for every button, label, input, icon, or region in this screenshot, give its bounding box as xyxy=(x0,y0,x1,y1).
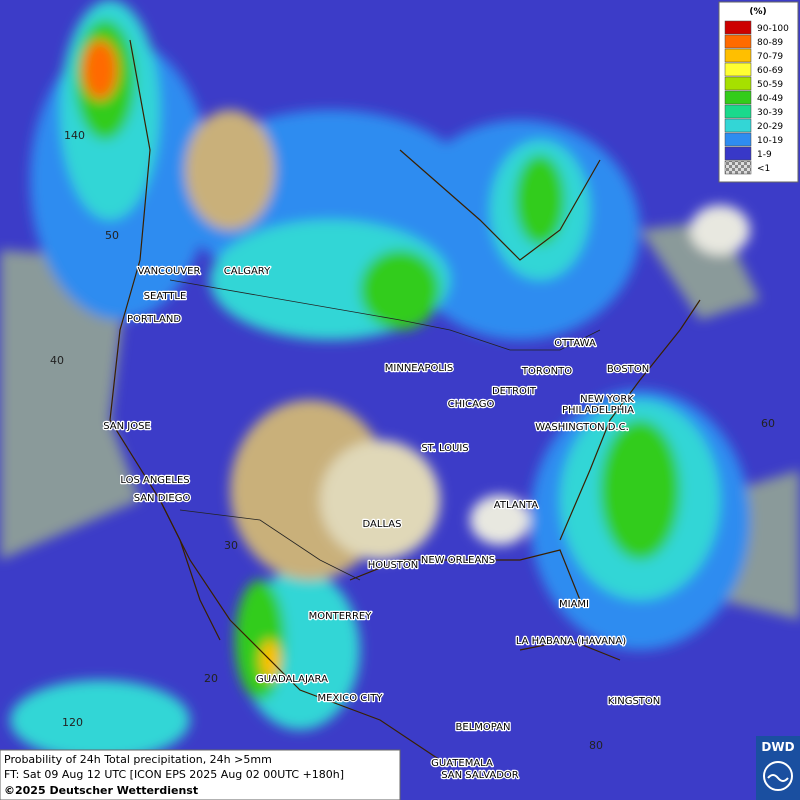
city-label: MINNEAPOLIS xyxy=(385,363,453,374)
legend-label: 70-79 xyxy=(757,52,783,62)
legend-label: 1-9 xyxy=(757,150,772,160)
legend-swatch xyxy=(724,76,752,91)
city-label: DALLAS xyxy=(363,519,402,530)
city-label: MONTERREY xyxy=(309,611,373,622)
city-label: NEW YORK xyxy=(580,394,634,405)
legend-swatch xyxy=(724,118,752,133)
city-label: SAN JOSE xyxy=(103,421,151,432)
footer-box xyxy=(0,749,401,800)
legend-swatch xyxy=(724,20,752,35)
city-label: MIAMI xyxy=(559,599,589,610)
logo: DWD xyxy=(756,736,800,800)
city-label: ST. LOUIS xyxy=(421,443,468,454)
legend-label: <1 xyxy=(757,164,770,174)
legend-label: 20-29 xyxy=(757,122,783,132)
city-label: SAN SALVADOR xyxy=(441,770,518,781)
city-label: NEW ORLEANS xyxy=(421,555,495,566)
logo-icon xyxy=(763,761,793,791)
footer: Probability of 24h Total precipitation, … xyxy=(0,749,401,800)
grid-label: 120 xyxy=(62,716,83,729)
legend-label: 40-49 xyxy=(757,94,783,104)
city-label: VANCOUVER xyxy=(138,266,201,277)
city-label: WASHINGTON D.C. xyxy=(535,422,629,433)
legend-swatch xyxy=(724,132,752,147)
footer-line: ©2025 Deutscher Wetterdienst xyxy=(4,784,198,797)
legend-swatch xyxy=(724,34,752,49)
legend-label: 10-19 xyxy=(757,136,783,146)
city-label: HOUSTON xyxy=(368,560,419,571)
city-label: BELMOPAN xyxy=(456,722,511,733)
grid-label: 20 xyxy=(204,672,218,685)
logo-text: DWD xyxy=(761,740,794,754)
city-label: CALGARY xyxy=(224,266,271,277)
grid-label: 80 xyxy=(589,739,603,752)
grid-label: 30 xyxy=(224,539,238,552)
city-label: GUADALAJARA xyxy=(256,674,328,685)
legend-swatch xyxy=(724,90,752,105)
legend-swatch xyxy=(724,160,752,175)
city-label: LA HABANA (HAVANA) xyxy=(516,636,626,647)
grid-label: 60 xyxy=(761,417,775,430)
legend: (%) 90-100 80-89 70-79 60-69 50-59 40-49 30-39… xyxy=(718,1,799,183)
city-label: KINGSTON xyxy=(608,696,661,707)
footer-line: Probability of 24h Total precipitation, … xyxy=(4,753,272,766)
city-label: BOSTON xyxy=(607,364,649,375)
legend-swatch xyxy=(724,146,752,161)
grid-label: 140 xyxy=(64,129,85,142)
city-label: OTTAWA xyxy=(554,338,596,349)
city-label: DETROIT xyxy=(492,386,537,397)
city-label: LOS ANGELES xyxy=(120,475,189,486)
city-label: ATLANTA xyxy=(494,500,539,511)
city-label: SAN DIEGO xyxy=(134,493,191,504)
legend-label: 60-69 xyxy=(757,66,783,76)
legend-label: 30-39 xyxy=(757,108,783,118)
city-label: TORONTO xyxy=(521,366,572,377)
city-label: MEXICO CITY xyxy=(318,693,384,704)
grid-label: 40 xyxy=(50,354,64,367)
city-label: PORTLAND xyxy=(127,314,181,325)
legend-swatch xyxy=(724,104,752,119)
legend-label: 50-59 xyxy=(757,80,783,90)
city-label: GUATEMALA xyxy=(431,758,493,769)
legend-swatch xyxy=(724,62,752,77)
grid-label: 50 xyxy=(105,229,119,242)
footer-line: FT: Sat 09 Aug 12 UTC [ICON EPS 2025 Aug… xyxy=(4,768,344,781)
city-label: CHICAGO xyxy=(448,399,495,410)
city-label: PHILADELPHIA xyxy=(562,405,634,416)
legend-label: 90-100 xyxy=(757,24,789,34)
legend-swatch xyxy=(724,48,752,63)
legend-label: 80-89 xyxy=(757,38,783,48)
legend-title: (%) xyxy=(749,7,766,17)
city-label: SEATTLE xyxy=(144,291,187,302)
logo-icon xyxy=(767,774,789,782)
